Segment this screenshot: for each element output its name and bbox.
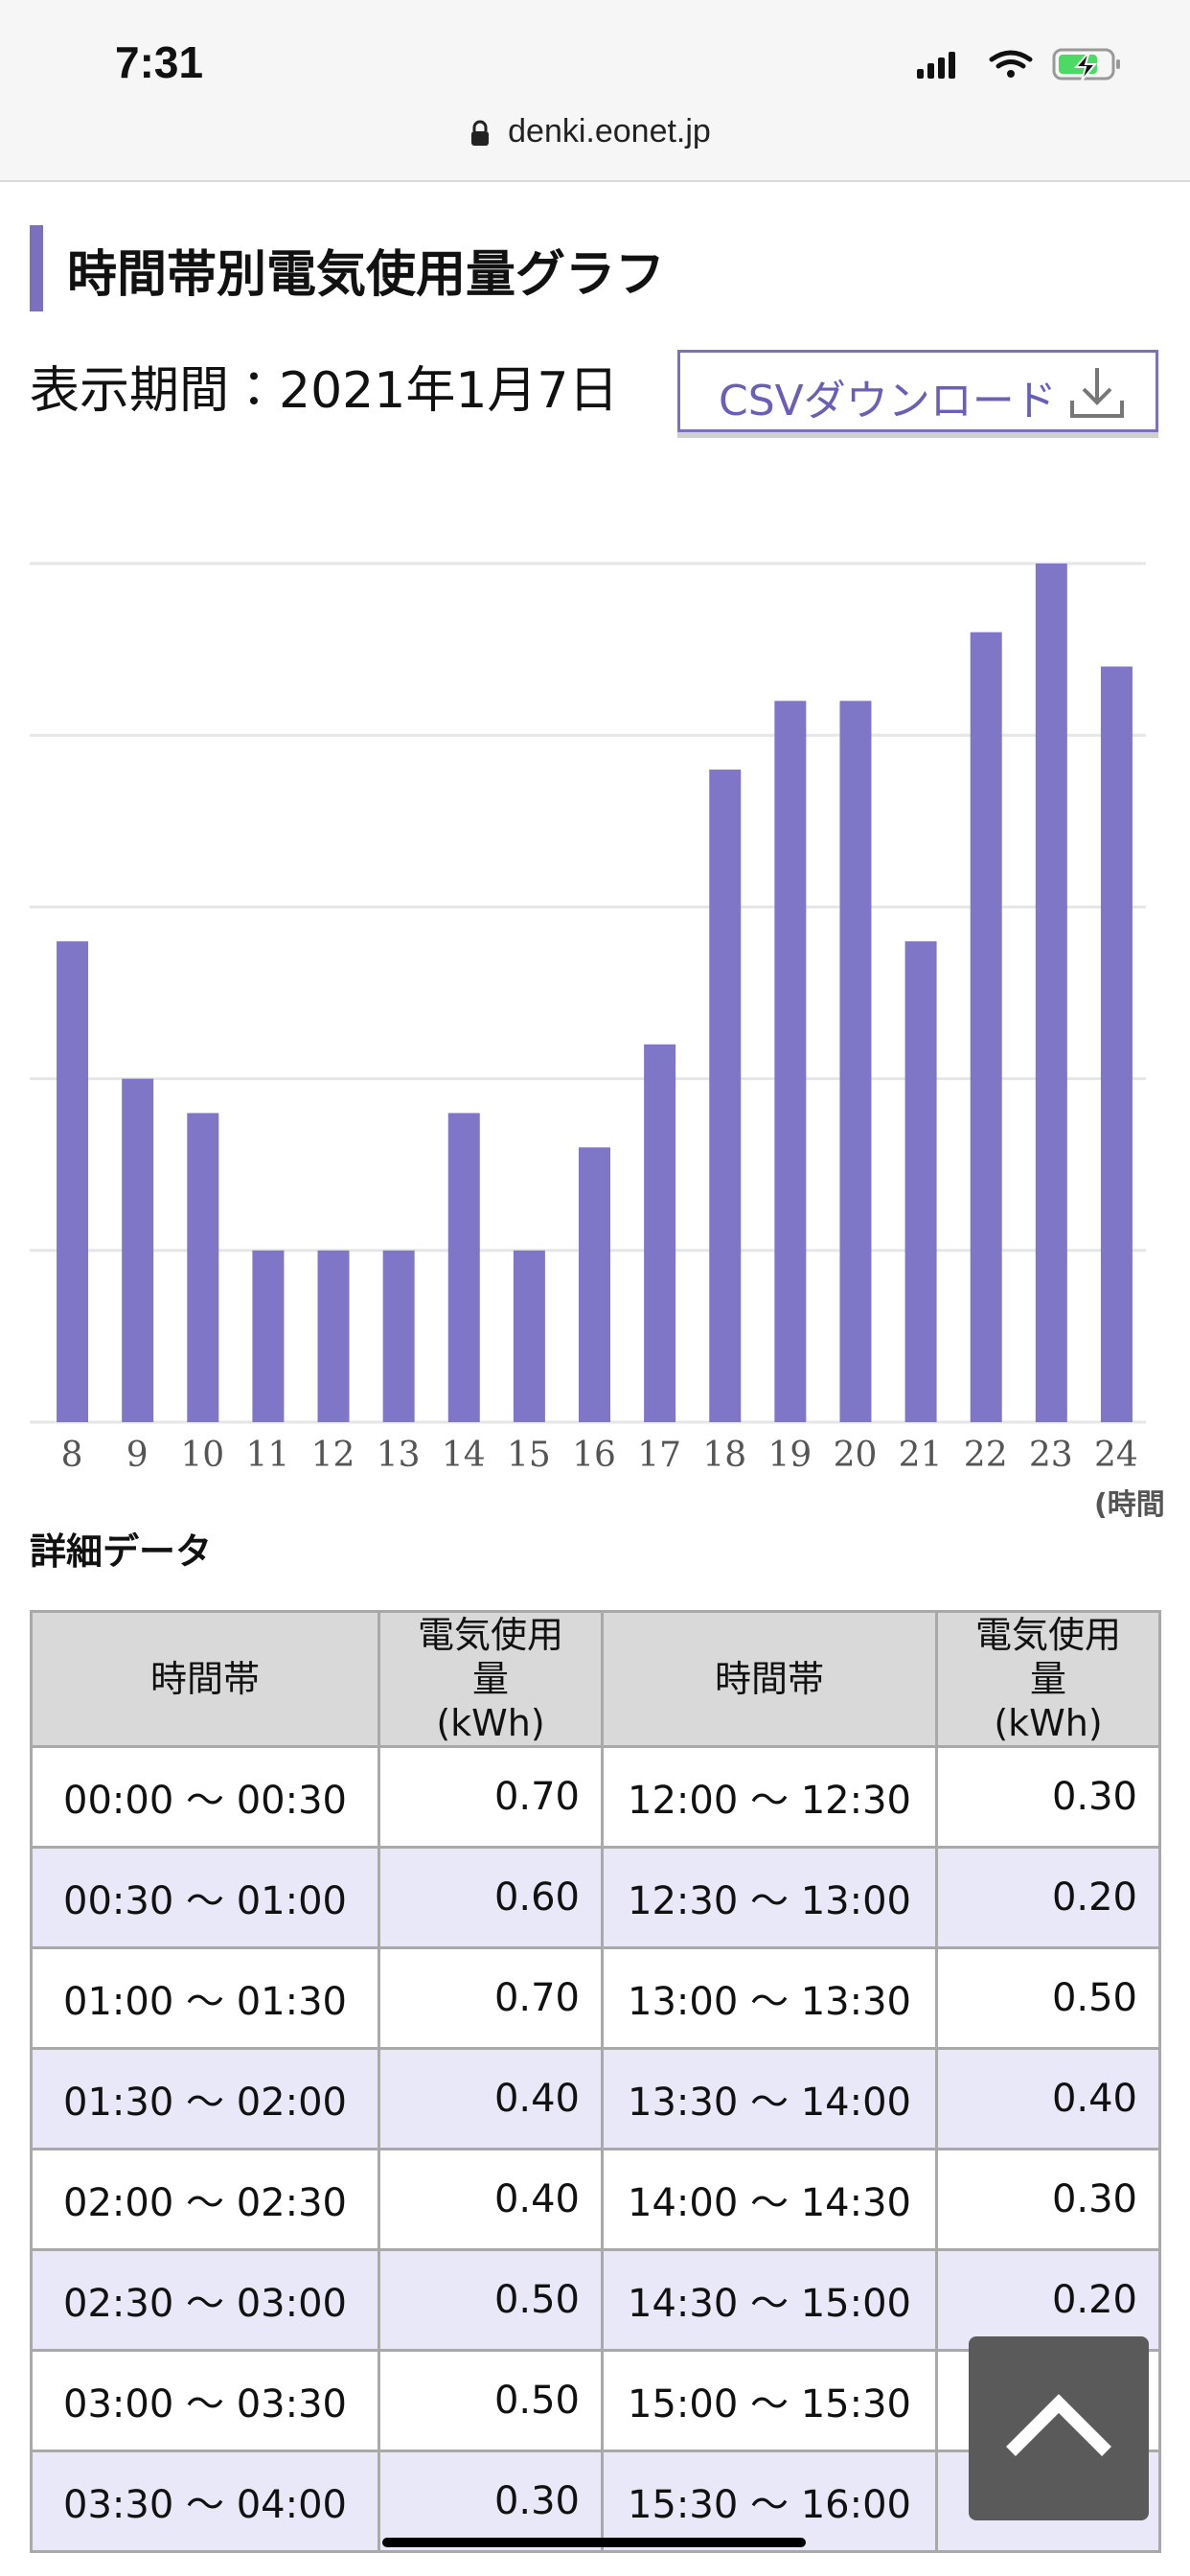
x-tick-label: 22 (964, 1436, 1008, 1475)
up-arrow-icon (1006, 2394, 1111, 2456)
time-cell: 12:00 〜 12:30 (601, 1745, 938, 1849)
time-cell: 01:30 〜 02:00 (30, 2047, 380, 2150)
time-cell: 14:00 〜 14:30 (601, 2148, 938, 2251)
time-cell: 13:30 〜 14:00 (601, 2047, 938, 2150)
x-tick-label: 15 (507, 1436, 551, 1475)
scroll-top-button[interactable] (969, 2336, 1149, 2520)
bar (447, 1113, 480, 1422)
url-text: denki.eonet.jp (508, 113, 711, 150)
x-tick-label: 17 (637, 1436, 681, 1475)
bar (1035, 564, 1067, 1422)
detail-table: 時間帯 電気使用量 (kWh) 時間帯 電気使用量 (kWh) 00:00 〜 00:… (30, 1610, 1161, 2553)
usage-cell: 0.30 (378, 2450, 604, 2553)
lock-icon (471, 120, 489, 146)
x-tick-label: 10 (180, 1436, 224, 1475)
header-cell: 時間帯 (601, 1610, 938, 1748)
status-icons (917, 48, 1120, 81)
header-cell: 時間帯 (30, 1610, 380, 1748)
time-cell: 15:00 〜 15:30 (601, 2349, 938, 2452)
x-tick-label: 23 (1029, 1436, 1073, 1475)
bar (709, 770, 742, 1422)
table-row: 00:00 〜 00:30 0.70 12:00 〜 12:30 0.30 (30, 1745, 1161, 1849)
table-row: 00:30 〜 01:00 0.60 12:30 〜 13:00 0.20 (30, 1846, 1161, 1949)
csv-button-label: CSVダウンロード (719, 377, 1057, 426)
usage-cell: 0.50 (378, 2349, 604, 2452)
usage-cell: 0.40 (935, 2047, 1161, 2150)
time-cell: 00:30 〜 01:00 (30, 1846, 380, 1949)
usage-cell: 0.40 (378, 2047, 604, 2150)
bar (122, 1078, 154, 1422)
section-title: 詳細データ (30, 1530, 213, 1573)
x-tick-label: 18 (702, 1436, 746, 1475)
table-row: 01:00 〜 01:30 0.70 13:00 〜 13:30 0.50 (30, 1946, 1161, 2050)
bar (513, 1250, 545, 1422)
time-cell: 01:00 〜 01:30 (30, 1946, 380, 2050)
usage-cell: 0.50 (935, 1946, 1161, 2050)
time-cell: 03:00 〜 03:30 (30, 2349, 380, 2452)
bar (970, 632, 1002, 1422)
time-cell: 02:30 〜 03:00 (30, 2248, 380, 2352)
bar (1100, 666, 1133, 1422)
x-axis-unit: (時間 (1094, 1488, 1165, 1522)
csv-button[interactable]: CSVダウンロード (677, 350, 1158, 432)
bar (839, 701, 872, 1422)
table-row: 02:00 〜 02:30 0.40 14:00 〜 14:30 0.30 (30, 2148, 1161, 2251)
x-tick-label: 13 (377, 1436, 421, 1475)
header-row: 時間帯 電気使用量 (kWh) 時間帯 電気使用量 (kWh) (30, 1610, 1161, 1748)
period: 表示期間：2021年1月7日 (30, 362, 619, 420)
time-cell: 12:30 〜 13:00 (601, 1846, 938, 1949)
bar (644, 1044, 676, 1422)
header-cell: 電気使用量 (kWh) (378, 1610, 604, 1748)
header-cell: 電気使用量 (kWh) (935, 1610, 1161, 1748)
x-tick-label: 9 (126, 1436, 149, 1475)
heading: 時間帯別電気使用量グラフ (67, 246, 666, 304)
x-tick-label: 8 (61, 1436, 83, 1475)
bar (904, 941, 937, 1422)
home-indicator (382, 2538, 806, 2547)
bar (317, 1250, 350, 1422)
download-icon (1070, 368, 1124, 418)
time-cell: 14:30 〜 15:00 (601, 2248, 938, 2352)
x-tick-label: 24 (1094, 1436, 1138, 1475)
time-cell: 00:00 〜 00:30 (30, 1745, 380, 1849)
bar (382, 1250, 415, 1422)
url[interactable]: denki.eonet.jp (0, 113, 1190, 150)
x-tick-label: 21 (899, 1436, 943, 1475)
heading-accent (30, 225, 43, 311)
time-cell: 13:00 〜 13:30 (601, 1946, 938, 2050)
clock: 7:31 (115, 37, 204, 87)
usage-cell: 0.30 (935, 2148, 1161, 2251)
usage-cell: 0.40 (378, 2148, 604, 2251)
usage-cell: 0.50 (378, 2248, 604, 2352)
usage-cell: 0.70 (378, 1745, 604, 1849)
time-cell: 02:00 〜 02:30 (30, 2148, 380, 2251)
bar (57, 941, 89, 1422)
usage-cell: 0.60 (378, 1846, 604, 1949)
usage-cell: 0.20 (935, 2248, 1161, 2352)
bar (187, 1113, 219, 1422)
x-tick-label: 11 (246, 1436, 290, 1475)
x-tick-label: 12 (311, 1436, 355, 1475)
usage-cell: 0.20 (935, 1846, 1161, 1949)
bar (252, 1250, 285, 1422)
time-cell: 03:30 〜 04:00 (30, 2450, 380, 2553)
x-tick-label: 14 (442, 1436, 486, 1475)
chart: 8 9 10 11 12 13 14 15 16 17 18 19 20 21 22 23 24 (時間 (30, 562, 1165, 1522)
table-row: 01:30 〜 02:00 0.40 13:30 〜 14:00 0.40 (30, 2047, 1161, 2150)
x-tick-label: 16 (572, 1436, 616, 1475)
status-bar: 7:31 denki.eonet.jp (0, 0, 1190, 182)
usage-cell: 0.70 (378, 1946, 604, 2050)
x-tick-label: 19 (767, 1436, 812, 1475)
table-row: 02:30 〜 03:00 0.50 14:30 〜 15:00 0.20 (30, 2248, 1161, 2352)
time-cell: 15:30 〜 16:00 (601, 2450, 938, 2553)
table-body: 00:00 〜 00:30 0.70 12:00 〜 12:30 0.30 00:30 … (30, 1745, 1161, 2553)
x-tick-label: 20 (834, 1436, 878, 1475)
usage-cell: 0.30 (935, 1745, 1161, 1849)
bar (774, 701, 807, 1422)
bar (579, 1147, 610, 1422)
